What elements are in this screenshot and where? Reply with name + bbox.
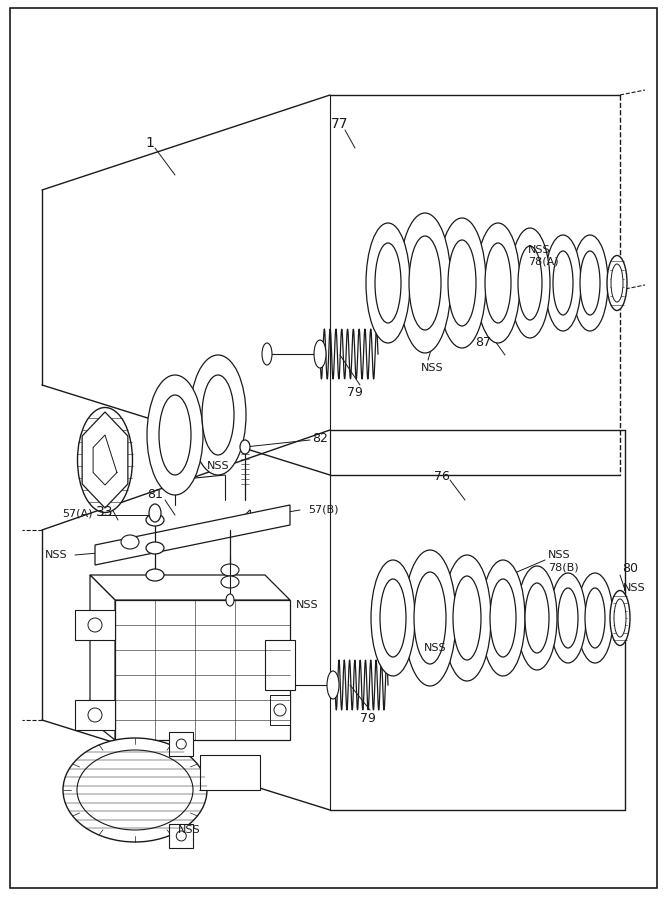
Ellipse shape [159, 395, 191, 475]
Ellipse shape [481, 560, 525, 676]
Polygon shape [90, 575, 290, 600]
Ellipse shape [176, 739, 186, 749]
Bar [115, 600, 290, 740]
Text: 33: 33 [96, 505, 114, 519]
Ellipse shape [490, 579, 516, 657]
Ellipse shape [607, 256, 627, 310]
Ellipse shape [414, 572, 446, 664]
Text: NSS: NSS [421, 363, 444, 373]
Text: 57(A): 57(A) [63, 508, 93, 518]
Ellipse shape [485, 243, 511, 323]
Text: NSS: NSS [623, 583, 646, 593]
Text: NSS: NSS [296, 600, 319, 610]
Ellipse shape [202, 375, 234, 455]
Ellipse shape [585, 588, 605, 648]
Text: 81: 81 [147, 488, 163, 500]
Ellipse shape [77, 750, 193, 830]
Ellipse shape [366, 223, 410, 343]
Ellipse shape [146, 514, 164, 526]
Ellipse shape [525, 583, 549, 653]
Text: NSS: NSS [548, 550, 571, 560]
Text: 82: 82 [312, 431, 328, 445]
Ellipse shape [510, 228, 550, 338]
Bar [75, 700, 115, 730]
Text: 79: 79 [347, 386, 363, 400]
Ellipse shape [553, 251, 573, 315]
Ellipse shape [121, 535, 139, 549]
Ellipse shape [380, 579, 406, 657]
Ellipse shape [558, 588, 578, 648]
Ellipse shape [614, 599, 626, 637]
Ellipse shape [149, 504, 161, 522]
Ellipse shape [274, 704, 286, 716]
Ellipse shape [409, 236, 441, 330]
Ellipse shape [221, 564, 239, 576]
Ellipse shape [572, 235, 608, 331]
Text: 57(B): 57(B) [308, 504, 338, 514]
Ellipse shape [518, 246, 542, 320]
Text: NSS: NSS [45, 550, 67, 560]
Bar [169, 732, 193, 756]
Text: 79: 79 [360, 712, 376, 724]
Ellipse shape [314, 340, 326, 368]
Ellipse shape [371, 560, 415, 676]
Ellipse shape [545, 235, 581, 331]
Ellipse shape [176, 831, 186, 841]
Ellipse shape [438, 218, 486, 348]
Ellipse shape [221, 576, 239, 588]
Text: 87: 87 [475, 336, 491, 348]
Polygon shape [95, 505, 290, 565]
Ellipse shape [262, 343, 272, 365]
Ellipse shape [63, 738, 207, 842]
Ellipse shape [88, 618, 102, 632]
Ellipse shape [273, 674, 283, 696]
Ellipse shape [611, 264, 623, 302]
Text: 77: 77 [331, 117, 349, 131]
Text: NSS: NSS [528, 245, 551, 255]
Text: 78(A): 78(A) [528, 257, 559, 267]
Ellipse shape [404, 550, 456, 686]
Ellipse shape [580, 251, 600, 315]
Ellipse shape [77, 408, 133, 512]
Ellipse shape [240, 440, 250, 454]
Ellipse shape [610, 590, 630, 645]
Ellipse shape [453, 576, 481, 660]
Ellipse shape [448, 240, 476, 326]
Ellipse shape [476, 223, 520, 343]
Ellipse shape [577, 573, 613, 663]
Ellipse shape [550, 573, 586, 663]
Bar [75, 610, 115, 640]
Ellipse shape [226, 594, 234, 606]
Text: 78(B): 78(B) [548, 562, 579, 572]
Text: 76: 76 [434, 470, 450, 482]
Ellipse shape [399, 213, 451, 353]
Text: NSS: NSS [178, 825, 201, 835]
Bar [270, 695, 290, 725]
Polygon shape [90, 575, 115, 740]
Ellipse shape [146, 569, 164, 581]
Text: 80: 80 [622, 562, 638, 574]
Ellipse shape [443, 555, 491, 681]
Ellipse shape [146, 542, 164, 554]
Bar [265, 640, 295, 690]
Ellipse shape [147, 375, 203, 495]
Polygon shape [82, 412, 128, 508]
Bar [200, 755, 260, 790]
Ellipse shape [88, 708, 102, 722]
Ellipse shape [517, 566, 557, 670]
Ellipse shape [190, 355, 246, 475]
Ellipse shape [327, 671, 339, 699]
Text: NSS: NSS [207, 461, 229, 471]
Bar [169, 824, 193, 848]
Ellipse shape [375, 243, 401, 323]
Text: NSS: NSS [424, 643, 447, 653]
Text: 1: 1 [145, 136, 155, 150]
